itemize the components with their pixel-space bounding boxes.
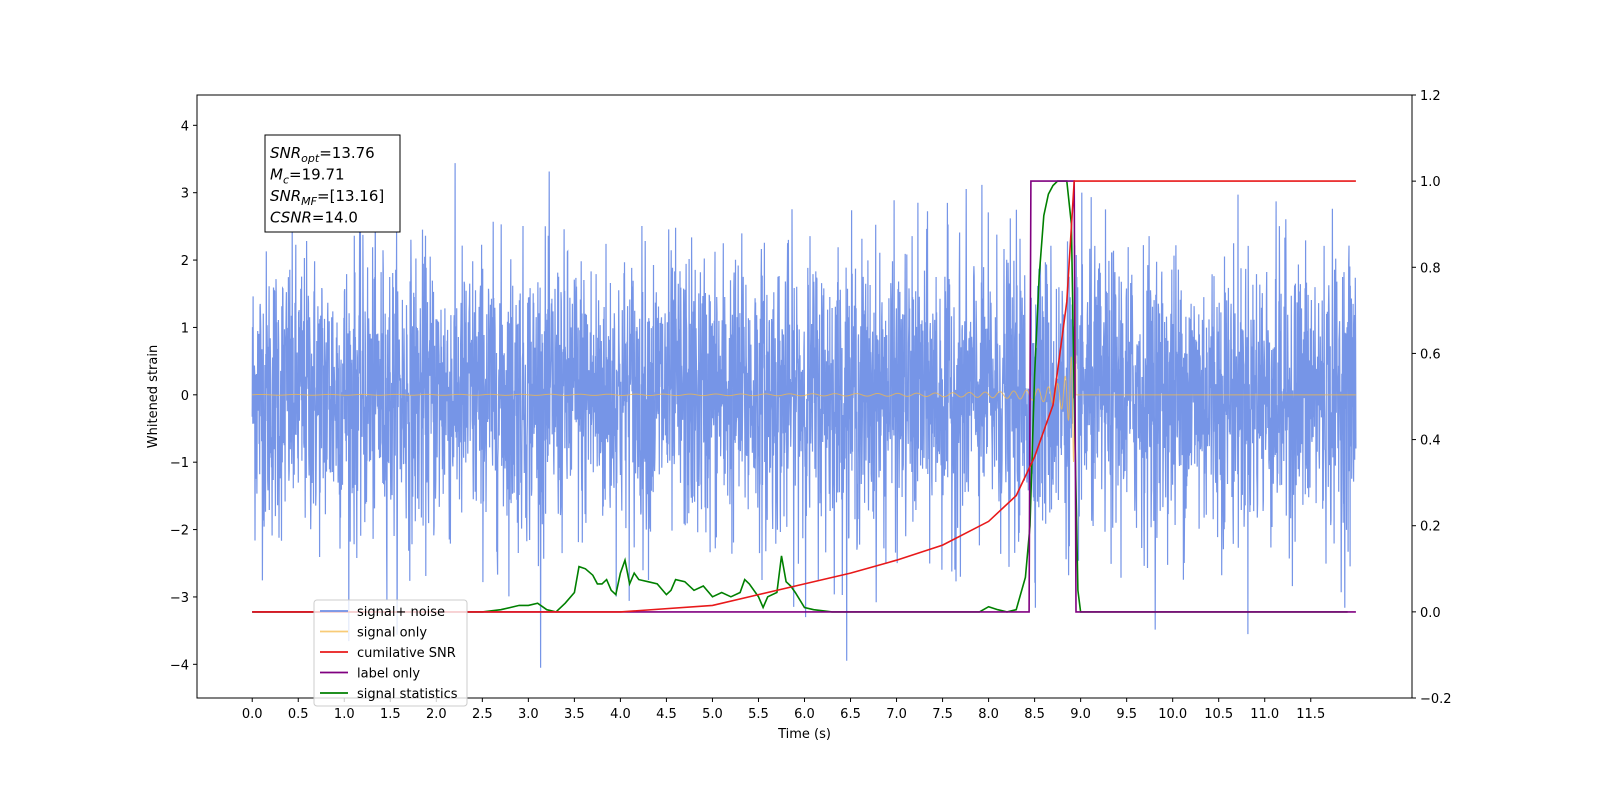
y2-tick-label: 0.8 [1420, 261, 1441, 276]
y2-tick-label: 0.2 [1420, 520, 1441, 535]
x-tick-label: 2.0 [426, 707, 447, 722]
x-tick-label: 3.5 [564, 707, 585, 722]
annotation-subscript: opt [301, 152, 320, 165]
annotation-value: =[13.16] [317, 187, 384, 205]
x-tick-label: 6.0 [794, 707, 815, 722]
x-tick-label: 8.0 [978, 707, 999, 722]
annotation-symbol: CSNR [270, 209, 312, 227]
x-tick-label: 7.5 [932, 707, 953, 722]
y-tick-label: 2 [181, 254, 189, 269]
annotation-line: SNRopt=13.76 [270, 144, 375, 165]
x-tick-label: 10.5 [1204, 707, 1233, 722]
x-tick-label: 3.0 [518, 707, 539, 722]
x-tick-label: 9.5 [1116, 707, 1137, 722]
y2-tick-label: 0.4 [1420, 434, 1441, 449]
legend-label: label only [357, 667, 420, 682]
annotation-symbol: M [270, 166, 283, 184]
legend: signal+ noise signal only cumilative SNR la… [313, 599, 468, 707]
legend-label: signal only [357, 626, 427, 641]
annotation-line: SNRMF=[13.16] [270, 187, 384, 208]
series-signal-statistics [252, 180, 1348, 613]
annotation-subscript: c [283, 174, 289, 187]
y-axis-label: Whitened strain [146, 345, 161, 448]
y2-tick-label: 1.0 [1420, 175, 1441, 190]
y-tick-label: −4 [170, 658, 189, 673]
x-tick-label: 0.0 [242, 707, 263, 722]
x-tick-label: 6.5 [840, 707, 861, 722]
x-tick-label: 5.5 [748, 707, 769, 722]
y-tick-label: −1 [170, 456, 189, 471]
legend-label: cumilative SNR [357, 646, 456, 661]
y-tick-label: −2 [170, 524, 189, 539]
y-tick-label: 0 [181, 389, 189, 404]
annotation-symbol: SNR [270, 144, 301, 162]
x-tick-label: 4.0 [610, 707, 631, 722]
x-axis-label: Time (s) [777, 727, 831, 742]
x-tick-label: 5.0 [702, 707, 723, 722]
annotation-value: =13.76 [319, 144, 375, 162]
x-axis-ticks: 0.0 0.5 1.0 1.5 2.0 2.5 3.0 3.5 4.0 4.5 5.0 5.5 6.0 6… [242, 698, 1325, 722]
y-tick-label: 1 [181, 321, 189, 336]
legend-frame [313, 599, 468, 707]
series-label-only [252, 180, 1356, 613]
annotation-subscript: MF [301, 195, 317, 208]
y2-tick-label: −0.2 [1420, 692, 1452, 707]
x-tick-label: 4.5 [656, 707, 677, 722]
series-cumulative-snr [252, 180, 1356, 613]
y-tick-label: 3 [181, 187, 189, 202]
series-signal-noise [251, 163, 1357, 668]
x-tick-label: 0.5 [288, 707, 309, 722]
legend-label: signal+ noise [357, 605, 445, 620]
annotation-frame [264, 134, 401, 233]
x-tick-label: 11.5 [1296, 707, 1325, 722]
annotation-line: Mc=19.71 [270, 166, 345, 187]
x-tick-label: 11.0 [1250, 707, 1279, 722]
annotation-value: =14.0 [312, 209, 358, 227]
x-tick-label: 9.0 [1070, 707, 1091, 722]
y2-tick-label: 0.6 [1420, 347, 1441, 362]
annotation-line: CSNR=14.0 [270, 209, 358, 227]
legend-label: signal statistics [357, 687, 458, 702]
x-tick-label: 7.0 [886, 707, 907, 722]
y-tick-label: 4 [181, 119, 189, 134]
annotation-symbol: SNR [270, 187, 301, 205]
y2-axis-ticks: 1.2 1.0 0.8 0.6 0.4 0.2 0.0 −0.2 [1412, 89, 1452, 707]
x-tick-label: 8.5 [1024, 707, 1045, 722]
x-tick-label: 10.0 [1158, 707, 1187, 722]
series-signal-only [252, 303, 1356, 463]
y2-tick-label: 1.2 [1420, 89, 1441, 104]
annotation-value: =19.71 [289, 166, 345, 184]
x-tick-label: 2.5 [472, 707, 493, 722]
y-axis-ticks: 4 3 2 1 0 −1 −2 −3 −4 [170, 119, 197, 673]
x-tick-label: 1.5 [380, 707, 401, 722]
stats-annotation-box: SNRopt=13.76Mc=19.71SNRMF=[13.16]CSNR=14… [264, 134, 401, 233]
x-tick-label: 1.0 [334, 707, 355, 722]
y-tick-label: −3 [170, 591, 189, 606]
y2-tick-label: 0.0 [1420, 606, 1441, 621]
plot-area [251, 163, 1357, 668]
